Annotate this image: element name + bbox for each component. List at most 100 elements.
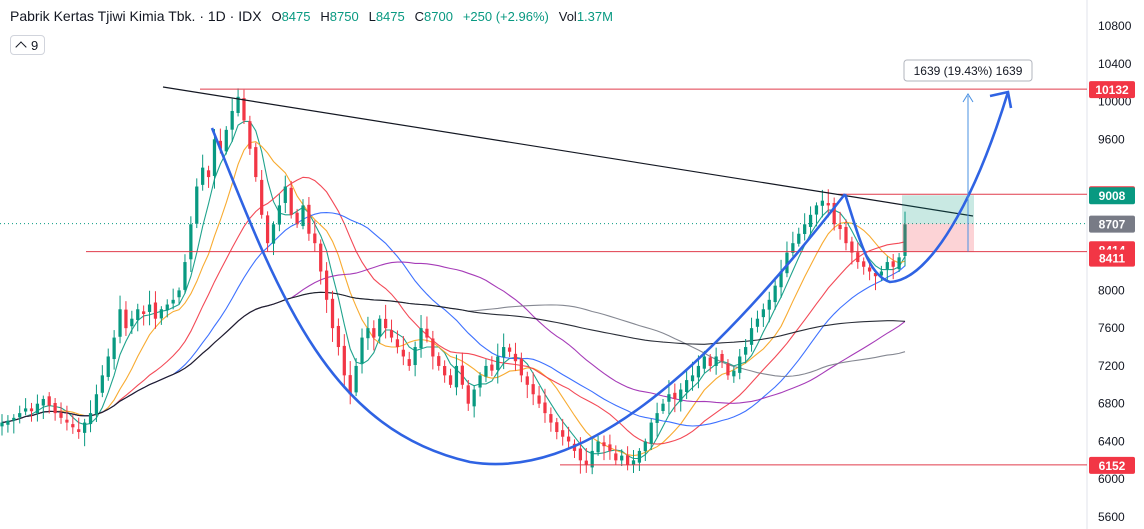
candle-body: [260, 179, 264, 215]
candle-body: [431, 338, 435, 357]
candle-body: [242, 98, 246, 121]
price-badge: [1089, 187, 1135, 205]
candle-body: [708, 357, 712, 366]
price-badge: [1089, 215, 1135, 233]
candle-body: [265, 215, 270, 244]
candle-body: [566, 436, 571, 442]
candle-body: [307, 204, 311, 234]
volume-label: Vol: [558, 9, 577, 24]
drawing-objects: 1639 (19.43%) 1639: [0, 59, 1087, 466]
candle-body: [749, 328, 754, 345]
change-value: +250 (+2.96%): [462, 9, 549, 24]
candle-body: [561, 430, 565, 437]
candle-body: [395, 339, 400, 348]
candle-body: [631, 460, 636, 465]
candle-body: [649, 422, 653, 444]
close-label: C: [414, 9, 425, 24]
profit-zone: [902, 195, 974, 224]
open-label: O: [271, 9, 282, 24]
candle-body: [254, 147, 258, 178]
candle-body: [537, 395, 541, 404]
volume-value: 1.37M: [576, 9, 613, 24]
symbol-title[interactable]: Pabrik Kertas Tjiwi Kimia Tbk. · 1D · ID…: [10, 8, 262, 24]
candle-body: [319, 243, 323, 272]
candle-body: [112, 337, 116, 360]
candle-body: [448, 375, 453, 385]
price-tick-label: 10800: [1098, 19, 1132, 33]
candle-body: [832, 202, 836, 225]
candle-body: [873, 272, 878, 277]
price-tick-label: 7600: [1098, 321, 1125, 335]
candle-body: [147, 304, 152, 312]
price-badge-label: 10132: [1095, 83, 1129, 97]
candle-body: [478, 375, 482, 388]
candle-body: [803, 224, 807, 235]
candle-body: [271, 224, 276, 244]
candle-body: [714, 356, 718, 366]
candle-body: [413, 347, 417, 366]
candle-body: [183, 262, 187, 290]
candle-body: [596, 441, 600, 453]
candle-body: [130, 318, 134, 327]
price-axis[interactable]: 1080010400100009600800076007200680064006…: [1089, 19, 1135, 524]
candle-body: [142, 311, 146, 314]
candle-body: [862, 261, 866, 267]
measure-label: 1639 (19.43%) 1639: [914, 64, 1023, 78]
price-badge-label: 9008: [1099, 189, 1126, 203]
candle-body: [490, 364, 494, 371]
candle-body: [755, 318, 760, 327]
candle-body: [879, 271, 884, 276]
candle-body: [903, 224, 907, 256]
price-badge: [1089, 456, 1135, 474]
candle-body: [12, 417, 16, 421]
candle-body: [437, 356, 441, 366]
low-label: L: [368, 9, 376, 24]
candle-body: [519, 358, 523, 376]
candle-body: [295, 212, 299, 225]
candle-body: [850, 241, 854, 253]
price-badge-label: 6152: [1099, 459, 1126, 473]
candle-body: [218, 140, 222, 149]
candle-body: [767, 299, 771, 310]
candle-body: [797, 233, 801, 244]
candle-body: [425, 328, 429, 338]
candle-body: [454, 365, 459, 388]
candle-body: [608, 444, 612, 451]
candle-body: [348, 375, 352, 395]
candle-body: [773, 285, 777, 303]
price-tick-label: 6400: [1098, 434, 1125, 448]
candle-body: [100, 375, 104, 393]
candle-body: [484, 365, 488, 377]
candle-body: [248, 121, 252, 149]
moving-average-line: [1, 291, 906, 424]
candle-body: [814, 205, 819, 215]
candle-body: [673, 392, 677, 399]
candle-body: [71, 424, 75, 428]
candle-body: [637, 450, 642, 463]
candle-body: [83, 422, 87, 433]
candle-body: [165, 304, 169, 311]
measure-box: [903, 59, 1033, 82]
candle-body: [301, 205, 305, 227]
close-value: 8700: [424, 9, 453, 24]
candle-body: [283, 186, 287, 203]
open-value: 8475: [281, 9, 311, 24]
candle-body: [513, 353, 518, 362]
candle-body: [18, 413, 22, 418]
candle-body: [171, 299, 175, 304]
indicators-toggle[interactable]: 9: [10, 35, 46, 55]
candle-body: [625, 455, 630, 466]
candle-body: [6, 420, 10, 425]
price-badge: [1089, 249, 1135, 267]
arrow-head: [989, 90, 1013, 109]
candle-body: [77, 429, 81, 433]
price-tick-label: 7200: [1098, 359, 1125, 373]
candle-body: [236, 96, 240, 113]
candle-body: [35, 403, 40, 414]
candle-body: [507, 347, 512, 352]
measure-arrow: [962, 93, 974, 103]
candle-body: [159, 309, 163, 319]
candle-body: [59, 412, 63, 418]
candle-body: [720, 353, 724, 362]
